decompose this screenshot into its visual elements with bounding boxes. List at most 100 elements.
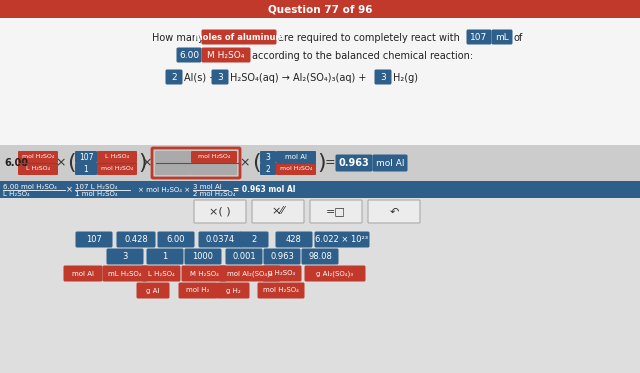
Text: =: = — [324, 157, 335, 169]
Text: Al(s) +: Al(s) + — [184, 73, 217, 83]
Text: (: ( — [67, 153, 76, 173]
Text: ×: × — [141, 157, 152, 169]
Text: mol Al: mol Al — [72, 270, 94, 276]
Bar — [0, 181, 640, 198]
FancyBboxPatch shape — [262, 266, 301, 282]
Text: mol H₂SO₄: mol H₂SO₄ — [22, 154, 54, 160]
Text: g Al: g Al — [147, 288, 160, 294]
FancyBboxPatch shape — [182, 266, 227, 282]
Text: 6.00: 6.00 — [167, 235, 185, 244]
Text: mol H₂SO₄: mol H₂SO₄ — [198, 154, 230, 160]
Text: 3 mol Al: 3 mol Al — [193, 184, 221, 190]
Text: 107 L H₂SO₄: 107 L H₂SO₄ — [75, 184, 118, 190]
Text: 3: 3 — [217, 72, 223, 81]
Text: 3: 3 — [122, 252, 128, 261]
FancyBboxPatch shape — [75, 163, 97, 175]
FancyBboxPatch shape — [216, 282, 250, 298]
Text: M H₂SO₄: M H₂SO₄ — [207, 50, 244, 60]
Bar — [0, 18, 640, 145]
Text: ×: × — [240, 157, 250, 169]
FancyBboxPatch shape — [260, 163, 276, 175]
Text: L H₂SO₄: L H₂SO₄ — [3, 191, 29, 197]
FancyBboxPatch shape — [147, 248, 184, 264]
FancyBboxPatch shape — [275, 232, 312, 248]
FancyBboxPatch shape — [155, 163, 191, 175]
Text: are required to completely react with: are required to completely react with — [278, 33, 460, 43]
Text: g H₂SO₄: g H₂SO₄ — [268, 270, 296, 276]
FancyBboxPatch shape — [97, 151, 137, 163]
Text: ×⁄⁄: ×⁄⁄ — [271, 207, 285, 216]
Text: 6.022 × 10²³: 6.022 × 10²³ — [316, 235, 369, 244]
Text: H₂SO₄(aq) → Al₂(SO₄)₃(aq) +: H₂SO₄(aq) → Al₂(SO₄)₃(aq) + — [230, 73, 366, 83]
Text: 0.428: 0.428 — [124, 235, 148, 244]
Text: mol Al: mol Al — [285, 154, 307, 160]
Text: 428: 428 — [286, 235, 302, 244]
Text: mol H₂SO₄: mol H₂SO₄ — [263, 288, 299, 294]
FancyBboxPatch shape — [467, 29, 492, 44]
Text: ×( ): ×( ) — [209, 207, 231, 216]
FancyBboxPatch shape — [76, 232, 113, 248]
Text: 1 mol H₂SO₄: 1 mol H₂SO₄ — [75, 191, 118, 197]
Text: 6.00: 6.00 — [179, 50, 199, 60]
Text: M H₂SO₄: M H₂SO₄ — [189, 270, 218, 276]
FancyBboxPatch shape — [202, 29, 276, 44]
Text: L H₂SO₄: L H₂SO₄ — [105, 154, 129, 160]
FancyBboxPatch shape — [310, 200, 362, 223]
Text: 1: 1 — [163, 252, 168, 261]
Text: 2: 2 — [171, 72, 177, 81]
Text: Question 77 of 96: Question 77 of 96 — [268, 4, 372, 14]
FancyBboxPatch shape — [194, 200, 246, 223]
Text: 107: 107 — [470, 32, 488, 41]
Text: moles of aluminum: moles of aluminum — [194, 32, 284, 41]
FancyBboxPatch shape — [276, 163, 316, 175]
FancyBboxPatch shape — [102, 266, 147, 282]
FancyBboxPatch shape — [97, 163, 137, 175]
Text: mL: mL — [495, 32, 509, 41]
Bar — [0, 225, 640, 373]
FancyBboxPatch shape — [260, 151, 276, 163]
FancyBboxPatch shape — [157, 232, 195, 248]
FancyBboxPatch shape — [106, 248, 143, 264]
Text: 0.963: 0.963 — [270, 252, 294, 261]
Text: mol H₂SO₄: mol H₂SO₄ — [101, 166, 133, 172]
Text: 0.963: 0.963 — [339, 158, 369, 168]
Text: 0.0374: 0.0374 — [205, 235, 235, 244]
Text: of: of — [514, 33, 524, 43]
FancyBboxPatch shape — [264, 248, 301, 264]
FancyBboxPatch shape — [141, 266, 180, 282]
Text: 3: 3 — [380, 72, 386, 81]
Text: 1: 1 — [84, 164, 88, 173]
Text: ): ) — [317, 153, 326, 173]
FancyBboxPatch shape — [368, 200, 420, 223]
FancyBboxPatch shape — [152, 148, 240, 178]
FancyBboxPatch shape — [276, 151, 316, 163]
Text: (: ( — [252, 153, 260, 173]
Text: How many: How many — [152, 33, 204, 43]
Text: mol Al₂(SO₄)₃: mol Al₂(SO₄)₃ — [227, 270, 273, 277]
FancyBboxPatch shape — [372, 154, 408, 172]
FancyBboxPatch shape — [63, 266, 102, 282]
Bar — [0, 145, 640, 181]
FancyBboxPatch shape — [211, 69, 228, 85]
FancyBboxPatch shape — [75, 151, 97, 163]
Text: ×: × — [65, 185, 72, 194]
FancyBboxPatch shape — [335, 154, 372, 172]
FancyBboxPatch shape — [184, 248, 221, 264]
FancyBboxPatch shape — [305, 266, 365, 282]
Text: 107: 107 — [79, 153, 93, 162]
Text: 6.00: 6.00 — [4, 158, 28, 168]
FancyBboxPatch shape — [301, 248, 339, 264]
Text: ↶: ↶ — [389, 207, 399, 216]
Text: mol H₂: mol H₂ — [186, 288, 210, 294]
FancyBboxPatch shape — [155, 151, 191, 163]
Text: 2 mol H₂SO₄: 2 mol H₂SO₄ — [193, 191, 236, 197]
Text: ): ) — [138, 153, 147, 173]
Text: 98.08: 98.08 — [308, 252, 332, 261]
Text: 0.001: 0.001 — [232, 252, 256, 261]
Text: 6.00 mol H₂SO₄: 6.00 mol H₂SO₄ — [3, 184, 57, 190]
Text: g Al₂(SO₄)₃: g Al₂(SO₄)₃ — [317, 270, 353, 277]
FancyBboxPatch shape — [166, 69, 182, 85]
Bar — [0, 0, 640, 18]
FancyBboxPatch shape — [198, 232, 241, 248]
Text: mol H₂SO₄: mol H₂SO₄ — [280, 166, 312, 172]
